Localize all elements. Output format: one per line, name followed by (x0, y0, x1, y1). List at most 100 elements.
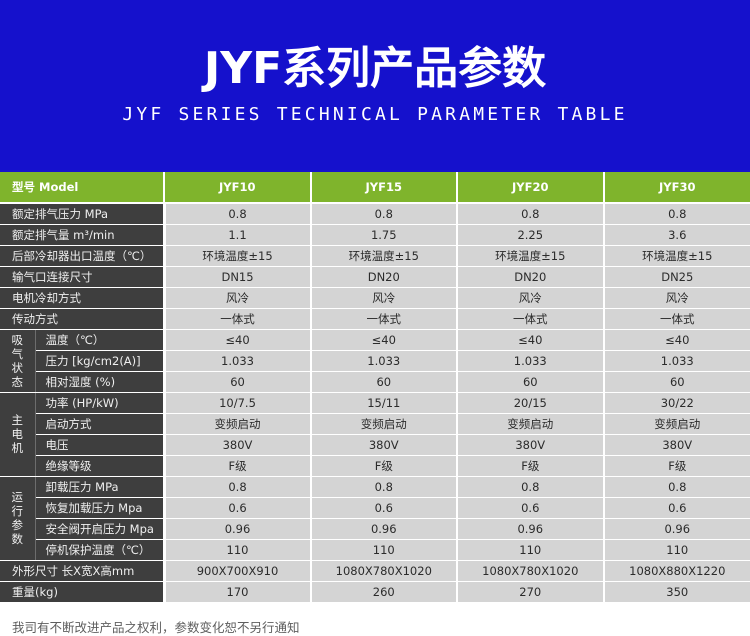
cell-jyf15: 1.033 (309, 350, 458, 372)
header-model-jyf20: JYF20 (456, 172, 604, 204)
cell-jyf15: 60 (309, 371, 458, 393)
row-label: 功率 (HP/kW) (35, 392, 165, 414)
cell-jyf20: 60 (456, 371, 604, 393)
cell-jyf10: 1.033 (162, 350, 311, 372)
table-row: 输气口连接尺寸 DN15 DN20 DN20 DN25 (0, 266, 750, 288)
cell-jyf20: 1.033 (456, 350, 604, 372)
cell-jyf20: 0.8 (456, 203, 604, 225)
cell-jyf20: 变频启动 (456, 413, 604, 435)
cell-jyf20: 一体式 (456, 308, 604, 330)
cell-jyf10: 170 (162, 581, 311, 603)
row-group-label: 主电机 (0, 392, 36, 477)
cell-jyf10: 900X700X910 (162, 560, 311, 582)
footer-disclaimer: 我司有不断改进产品之权利，参数变化恕不另行通知 (12, 620, 300, 635)
cell-jyf10: 风冷 (162, 287, 311, 309)
row-label: 电压 (35, 434, 165, 456)
cell-jyf20: ≤40 (456, 329, 604, 351)
specification-table: 型号 Model JYF10 JYF15 JYF20 JYF30 额定排气压力 MPa 0.… (0, 172, 750, 603)
cell-jyf30: 0.96 (602, 518, 750, 540)
page-banner: JYF系列产品参数 JYF SERIES TECHNICAL PARAMETER… (0, 0, 750, 172)
cell-jyf10: 一体式 (162, 308, 311, 330)
cell-jyf20: 1080X780X1020 (456, 560, 604, 582)
banner-title-english: JYF SERIES TECHNICAL PARAMETER TABLE (122, 104, 628, 125)
cell-jyf20: DN20 (456, 266, 604, 288)
row-label: 后部冷却器出口温度（℃） (0, 245, 165, 267)
table-row: 重量(kg) 170 260 270 350 (0, 581, 750, 603)
cell-jyf30: 变频启动 (602, 413, 750, 435)
row-group-label: 吸气状态 (0, 329, 36, 393)
cell-jyf20: 270 (456, 581, 604, 603)
cell-jyf20: 风冷 (456, 287, 604, 309)
header-model-jyf15: JYF15 (309, 172, 458, 204)
row-group-label: 运行参数 (0, 476, 36, 561)
row-label: 输气口连接尺寸 (0, 266, 165, 288)
cell-jyf20: 110 (456, 539, 604, 561)
header-model-jyf30: JYF30 (602, 172, 750, 204)
cell-jyf10: 380V (162, 434, 311, 456)
cell-jyf10: 0.8 (162, 203, 311, 225)
cell-jyf10: 0.96 (162, 518, 311, 540)
table-row: 主电机功率 (HP/kW) 10/7.5 15/11 20/15 30/22 (0, 392, 750, 477)
row-label: 温度（℃） (35, 329, 165, 351)
cell-jyf15: 0.6 (309, 497, 458, 519)
table-row: 停机保护温度（℃） 110 110 110 110 (0, 539, 750, 561)
cell-jyf30: 1080X880X1220 (602, 560, 750, 582)
cell-jyf15: 风冷 (309, 287, 458, 309)
table-row: 吸气状态温度（℃） ≤40 ≤40 ≤40 ≤40 (0, 329, 750, 393)
cell-jyf30: 0.8 (602, 476, 750, 498)
row-label: 额定排气压力 MPa (0, 203, 165, 225)
cell-jyf20: 2.25 (456, 224, 604, 246)
table-row: 外形尺寸 长X宽X高mm 900X700X910 1080X780X1020 1080… (0, 560, 750, 582)
row-label: 压力 [kg/cm2(A)] (35, 350, 165, 372)
table-header-row: 型号 Model JYF10 JYF15 JYF20 JYF30 (0, 172, 750, 204)
cell-jyf15: 15/11 (309, 392, 458, 414)
cell-jyf30: ≤40 (602, 329, 750, 351)
cell-jyf20: 0.6 (456, 497, 604, 519)
cell-jyf30: 3.6 (602, 224, 750, 246)
cell-jyf30: 30/22 (602, 392, 750, 414)
cell-jyf15: 0.8 (309, 203, 458, 225)
cell-jyf15: 一体式 (309, 308, 458, 330)
cell-jyf15: ≤40 (309, 329, 458, 351)
header-model-jyf10: JYF10 (163, 172, 311, 204)
cell-jyf15: 环境温度±15 (309, 245, 458, 267)
row-label: 外形尺寸 长X宽X高mm (0, 560, 165, 582)
cell-jyf20: F级 (456, 455, 604, 477)
row-label: 安全阀开启压力 Mpa (35, 518, 165, 540)
cell-jyf10: 10/7.5 (162, 392, 311, 414)
table-row: 传动方式 一体式 一体式 一体式 一体式 (0, 308, 750, 330)
cell-jyf30: DN25 (602, 266, 750, 288)
cell-jyf30: 380V (602, 434, 750, 456)
row-label: 重量(kg) (0, 581, 165, 603)
cell-jyf10: 环境温度±15 (162, 245, 311, 267)
cell-jyf10: ≤40 (162, 329, 311, 351)
cell-jyf30: 风冷 (602, 287, 750, 309)
row-label: 卸载压力 MPa (35, 476, 165, 498)
row-label: 电机冷却方式 (0, 287, 165, 309)
row-label: 相对湿度 (%) (35, 371, 165, 393)
cell-jyf15: DN20 (309, 266, 458, 288)
table-row: 压力 [kg/cm2(A)] 1.033 1.033 1.033 1.033 (0, 350, 750, 372)
table-row: 相对湿度 (%) 60 60 60 60 (0, 371, 750, 393)
cell-jyf15: 变频启动 (309, 413, 458, 435)
cell-jyf10: 60 (162, 371, 311, 393)
cell-jyf30: 350 (602, 581, 750, 603)
cell-jyf30: 0.6 (602, 497, 750, 519)
cell-jyf30: 60 (602, 371, 750, 393)
cell-jyf10: 0.6 (162, 497, 311, 519)
cell-jyf15: 110 (309, 539, 458, 561)
cell-jyf10: 1.1 (162, 224, 311, 246)
cell-jyf15: 0.96 (309, 518, 458, 540)
table-row: 额定排气量 m³/min 1.1 1.75 2.25 3.6 (0, 224, 750, 246)
cell-jyf20: 0.8 (456, 476, 604, 498)
cell-jyf30: 环境温度±15 (602, 245, 750, 267)
row-label: 启动方式 (35, 413, 165, 435)
cell-jyf15: 1080X780X1020 (309, 560, 458, 582)
cell-jyf15: 260 (309, 581, 458, 603)
cell-jyf30: 0.8 (602, 203, 750, 225)
cell-jyf30: 1.033 (602, 350, 750, 372)
cell-jyf15: 1.75 (309, 224, 458, 246)
cell-jyf20: 环境温度±15 (456, 245, 604, 267)
cell-jyf10: 变频启动 (162, 413, 311, 435)
cell-jyf20: 380V (456, 434, 604, 456)
